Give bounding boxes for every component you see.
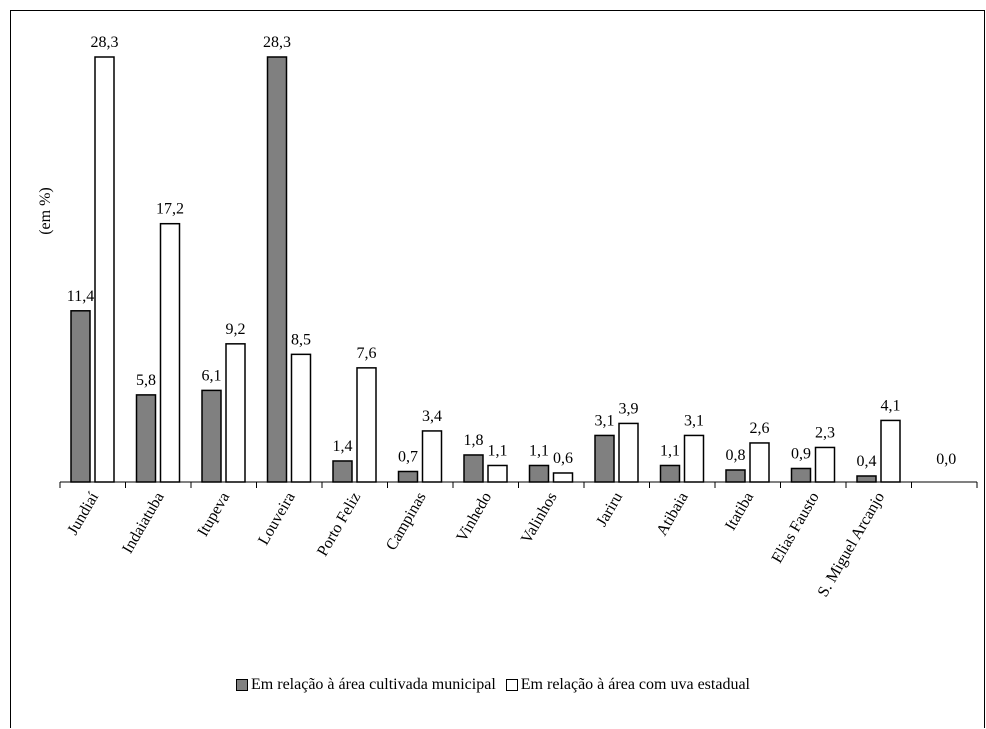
bar-estadual <box>159 222 181 483</box>
data-label: 0,0 <box>936 451 956 468</box>
data-label: 9,2 <box>226 321 246 338</box>
legend-swatch-municipal <box>236 679 249 691</box>
x-tick-label: Indaiatuba <box>119 490 167 557</box>
legend-item-estadual: Em relação à área com uva estadual <box>505 676 750 694</box>
legend-swatch-estadual <box>505 679 518 691</box>
x-tick-label: Elias Fausto <box>769 490 823 567</box>
bar-estadual <box>683 434 705 483</box>
x-tick-label: Campinas <box>383 490 430 554</box>
data-label: 1,4 <box>333 438 353 455</box>
data-label: 3,1 <box>595 412 615 429</box>
data-label: 0,8 <box>726 447 746 464</box>
bar-estadual <box>552 472 574 483</box>
bar-municipal <box>332 460 353 483</box>
bar-municipal <box>266 56 288 483</box>
data-label: 8,5 <box>291 331 311 348</box>
x-tick-label: Jariru <box>593 490 626 530</box>
data-label: 4,1 <box>881 397 901 414</box>
bar-municipal <box>594 434 615 483</box>
y-axis-title-group: (em %) <box>37 187 54 235</box>
x-tick-label: Porto Feliz <box>314 490 364 560</box>
x-tick-label: Itupeva <box>194 490 233 540</box>
bar-municipal <box>397 470 419 483</box>
bar-estadual <box>618 422 639 483</box>
x-tick-label: Louveira <box>255 490 299 549</box>
bar-municipal <box>790 467 812 483</box>
data-label: 1,1 <box>660 442 680 459</box>
bar-municipal <box>528 464 550 483</box>
bar-municipal <box>856 475 877 483</box>
y-axis-title: (em %) <box>37 187 54 235</box>
x-tick-label: Jundiaí <box>64 489 102 538</box>
bar-estadual <box>487 464 508 483</box>
bar-estadual <box>290 353 312 483</box>
data-label: 28,3 <box>91 34 119 51</box>
data-label: 2,3 <box>815 424 835 441</box>
data-label: 6,1 <box>202 367 222 384</box>
x-tick-label: Vinhedo <box>453 490 495 545</box>
legend-item-municipal: Em relação à área cultivada municipal <box>236 676 496 694</box>
bar-municipal <box>463 454 484 483</box>
data-label: 5,8 <box>136 372 156 389</box>
x-tick-label: S. Miguel Arcanjo <box>815 490 889 600</box>
bar-municipal <box>725 469 746 483</box>
data-label: 3,9 <box>619 400 639 417</box>
bar-municipal <box>659 464 681 483</box>
data-label: 0,7 <box>398 448 418 465</box>
bar-municipal <box>135 394 157 483</box>
chart-frame <box>10 10 985 728</box>
data-label: 11,4 <box>67 288 94 305</box>
chart-marks: 11,4 28,3 Jundiaí 5,8 17,2 Indaiatuba 6,1 9,2 It… <box>59 34 978 600</box>
x-tick-label: Atibaia <box>653 490 691 539</box>
data-label: 0,6 <box>553 450 573 467</box>
bar-estadual <box>880 419 901 483</box>
data-label: 28,3 <box>263 34 291 51</box>
legend-label-estadual: Em relação à área com uva estadual <box>520 676 750 693</box>
bar-estadual <box>421 430 443 483</box>
data-label: 1,8 <box>464 432 484 449</box>
data-label: 17,2 <box>156 201 184 218</box>
x-tick-label: Itatiba <box>722 490 757 534</box>
data-label: 0,9 <box>791 445 811 462</box>
data-label: 7,6 <box>357 345 377 362</box>
bar-estadual <box>749 442 770 483</box>
legend: Em relação à área cultivada municipal Em… <box>0 676 986 696</box>
bar-estadual <box>225 343 246 483</box>
bar-estadual <box>94 56 115 483</box>
bar-estadual <box>356 367 377 483</box>
bar-municipal <box>70 310 91 483</box>
data-label: 1,1 <box>529 442 549 459</box>
data-label: 0,4 <box>857 453 877 470</box>
legend-label-municipal: Em relação à área cultivada municipal <box>251 676 496 693</box>
data-label: 1,1 <box>488 442 508 459</box>
bar-municipal <box>201 389 222 483</box>
x-tick-label: Valinhos <box>518 490 561 547</box>
bar-estadual <box>814 446 836 483</box>
data-label: 3,4 <box>422 408 442 425</box>
data-label: 2,6 <box>750 420 770 437</box>
data-label: 3,1 <box>684 412 704 429</box>
